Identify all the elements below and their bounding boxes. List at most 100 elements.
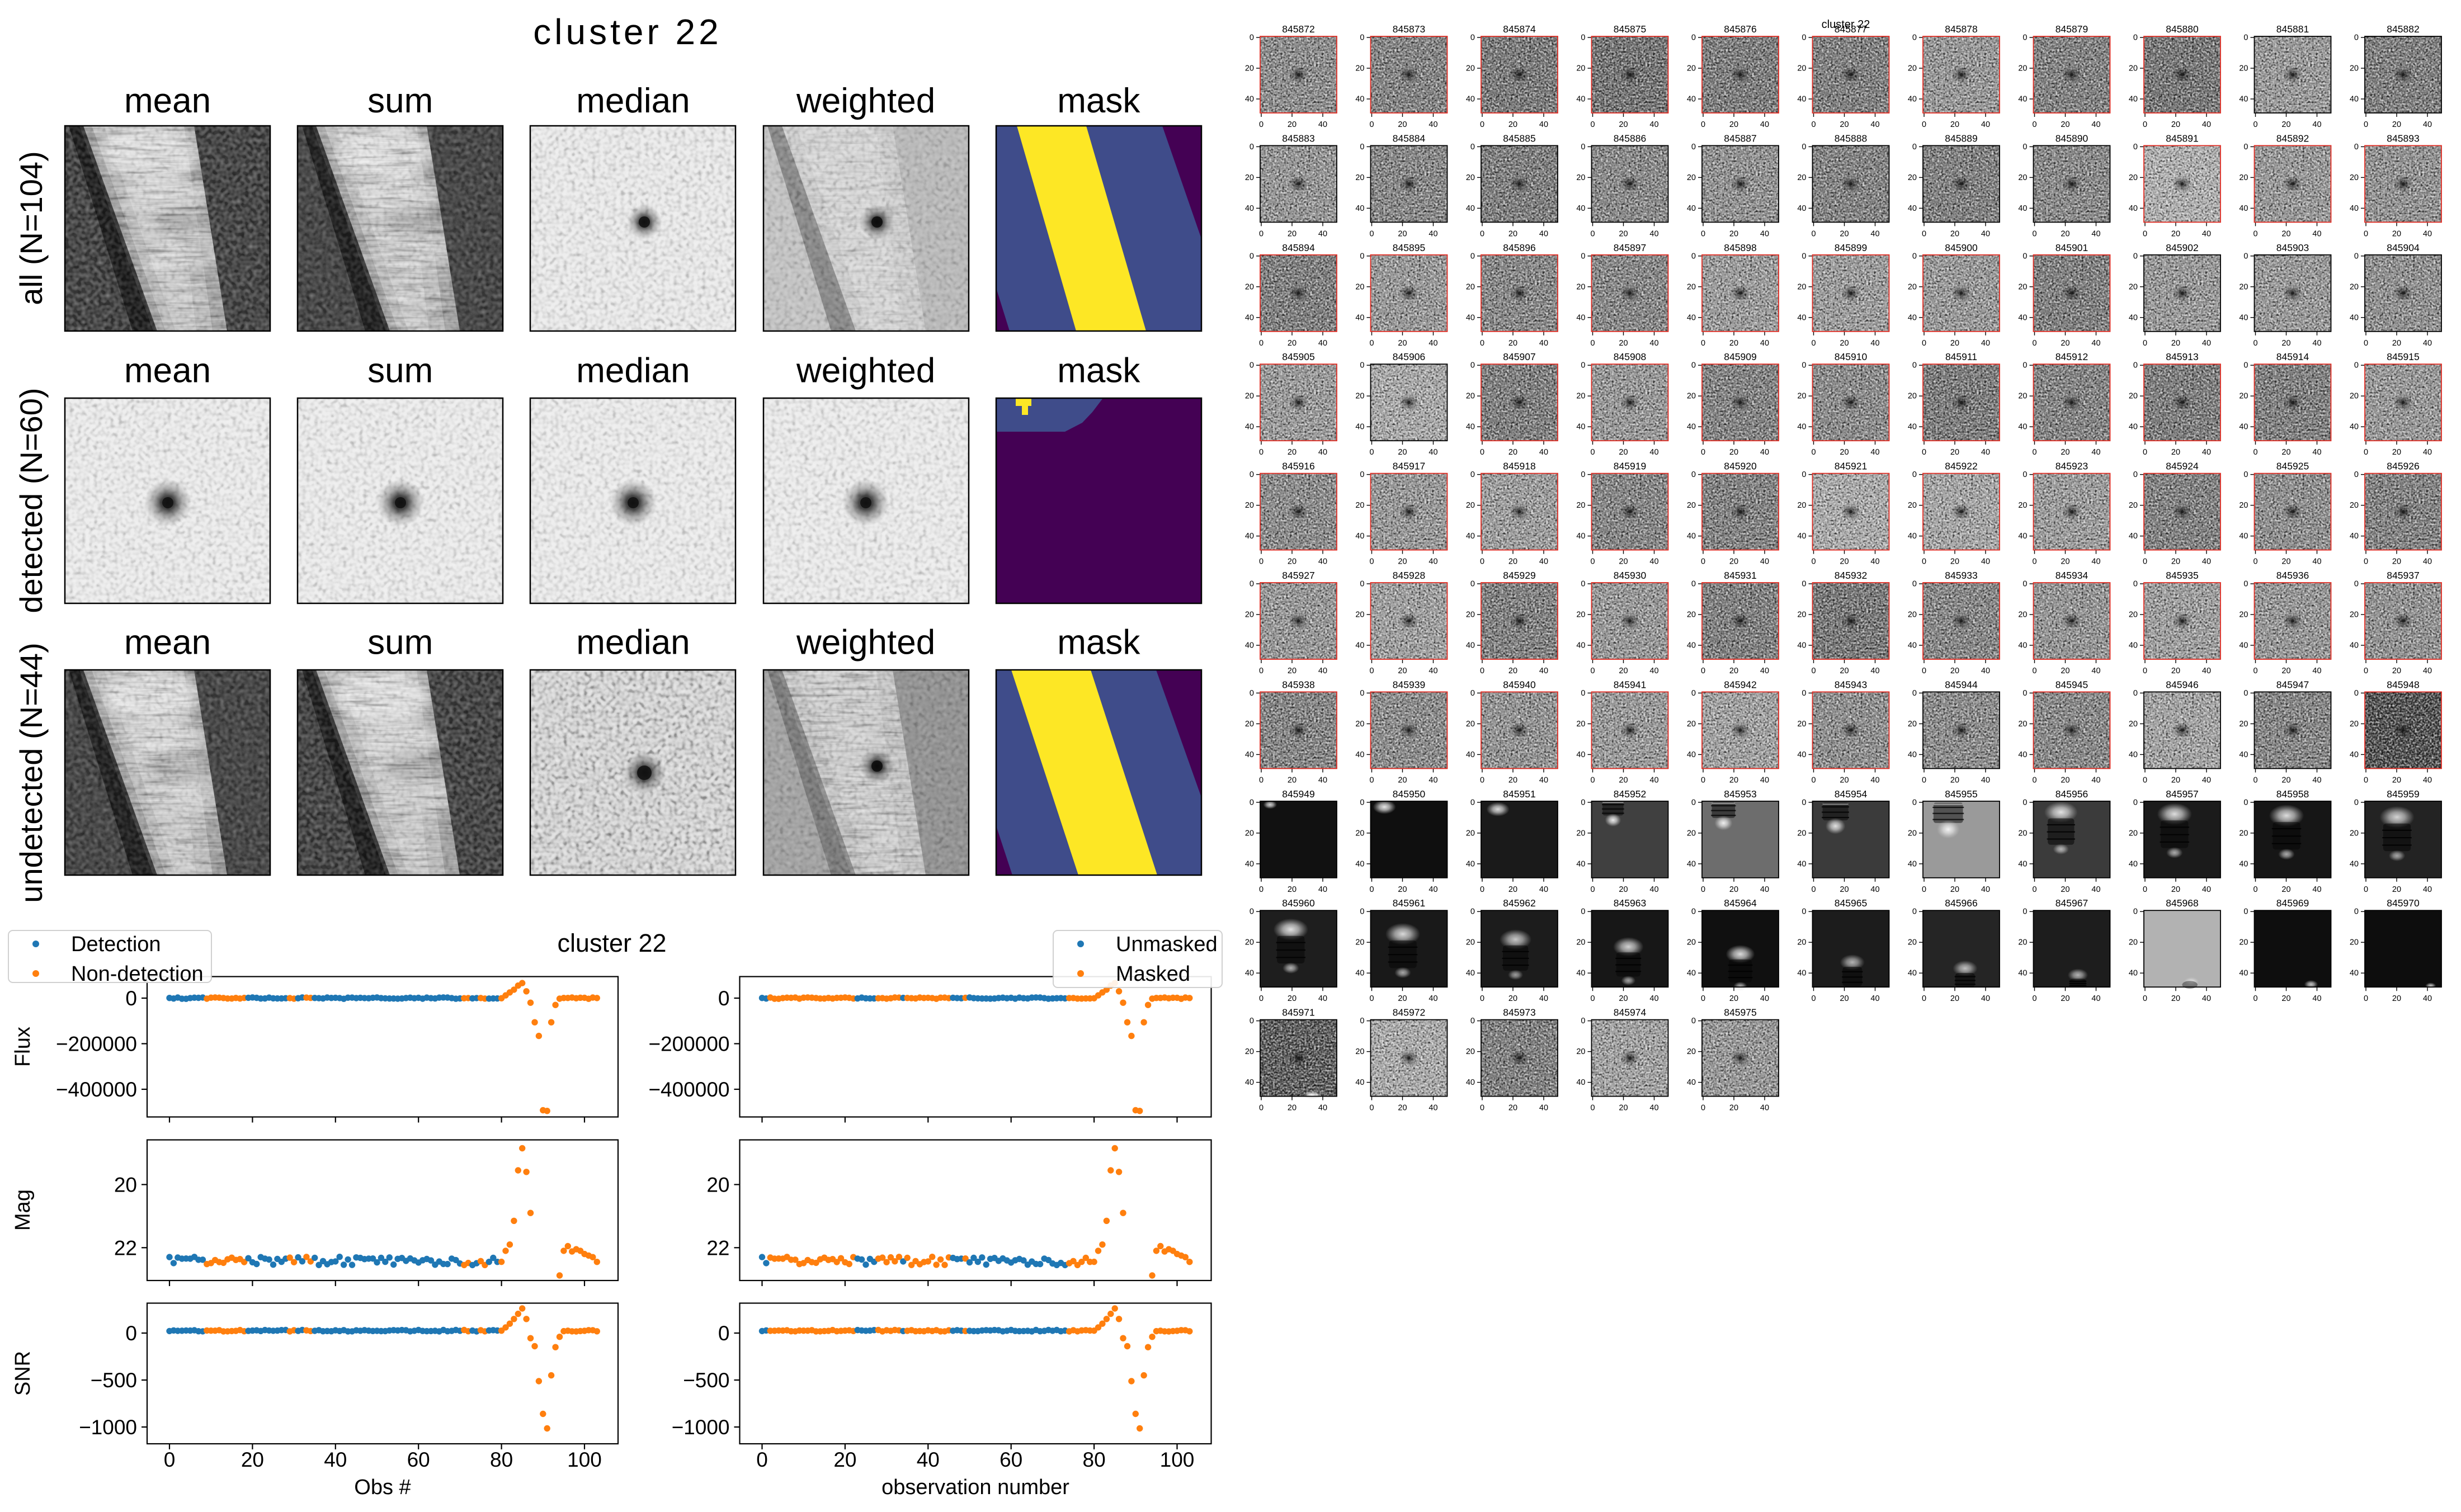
svg-text:845900: 845900 [1945,242,1978,253]
svg-text:845881: 845881 [2276,23,2309,35]
svg-text:845936: 845936 [2276,570,2309,581]
svg-text:845971: 845971 [1282,1007,1314,1018]
svg-text:845959: 845959 [2387,788,2419,800]
svg-text:845894: 845894 [1282,242,1315,253]
svg-text:−500: −500 [91,1369,137,1392]
svg-text:845973: 845973 [1503,1007,1535,1018]
svg-text:0: 0 [718,987,730,1010]
svg-text:60: 60 [407,1448,430,1471]
svg-text:845930: 845930 [1614,570,1647,581]
svg-text:845974: 845974 [1614,1007,1647,1018]
svg-text:845886: 845886 [1614,133,1646,144]
svg-text:845884: 845884 [1393,133,1426,144]
svg-text:median: median [576,623,690,662]
svg-text:845943: 845943 [1835,679,1867,690]
svg-text:0: 0 [718,1322,730,1345]
svg-text:mask: mask [1057,82,1140,120]
svg-text:845947: 845947 [2276,679,2309,690]
svg-text:845921: 845921 [1835,461,1867,472]
svg-text:845969: 845969 [2276,897,2309,909]
svg-text:−1000: −1000 [672,1416,730,1439]
svg-text:sum: sum [367,623,433,662]
svg-text:845885: 845885 [1503,133,1535,144]
svg-text:845964: 845964 [1724,897,1757,909]
svg-text:cluster 22: cluster 22 [533,12,722,52]
svg-text:845882: 845882 [2387,23,2419,35]
svg-text:mask: mask [1057,352,1140,390]
svg-text:median: median [576,352,690,390]
svg-text:845910: 845910 [1835,351,1868,362]
svg-text:SNR: SNR [11,1351,35,1396]
svg-text:mask: mask [1057,623,1140,662]
svg-text:20: 20 [706,1173,729,1196]
svg-text:845940: 845940 [1503,679,1536,690]
svg-text:845872: 845872 [1282,23,1314,35]
svg-text:Mag: Mag [11,1189,35,1231]
svg-text:cluster 22: cluster 22 [1822,18,1870,31]
svg-text:100: 100 [567,1448,602,1471]
svg-text:845962: 845962 [1503,897,1535,909]
svg-text:845874: 845874 [1503,23,1536,35]
svg-text:845955: 845955 [1945,788,1977,800]
svg-text:845914: 845914 [2276,351,2309,362]
svg-text:845956: 845956 [2055,788,2088,800]
svg-text:845917: 845917 [1393,461,1425,472]
svg-text:100: 100 [1160,1448,1195,1471]
svg-text:Detection: Detection [71,933,161,956]
svg-text:22: 22 [706,1236,729,1259]
svg-text:mean: mean [124,82,211,120]
svg-text:845967: 845967 [2055,897,2088,909]
svg-text:0: 0 [125,987,137,1010]
svg-text:845928: 845928 [1393,570,1425,581]
svg-text:845898: 845898 [1724,242,1756,253]
svg-text:845951: 845951 [1503,788,1535,800]
svg-text:845958: 845958 [2276,788,2309,800]
svg-text:845923: 845923 [2055,461,2088,472]
svg-text:845945: 845945 [2055,679,2088,690]
svg-text:845950: 845950 [1393,788,1426,800]
svg-text:845903: 845903 [2276,242,2309,253]
svg-text:Unmasked: Unmasked [1116,933,1218,956]
svg-text:845891: 845891 [2166,133,2198,144]
svg-text:845908: 845908 [1614,351,1646,362]
svg-text:845929: 845929 [1503,570,1535,581]
svg-text:40: 40 [324,1448,347,1471]
svg-text:845907: 845907 [1503,351,1535,362]
svg-text:845905: 845905 [1282,351,1314,362]
svg-text:845957: 845957 [2166,788,2198,800]
svg-text:845875: 845875 [1614,23,1646,35]
svg-text:−200000: −200000 [648,1033,729,1056]
svg-text:40: 40 [917,1448,940,1471]
svg-text:Masked: Masked [1116,962,1190,986]
svg-text:20: 20 [833,1448,856,1471]
svg-text:Obs #: Obs # [354,1476,411,1499]
svg-text:845888: 845888 [1835,133,1867,144]
svg-text:cluster 22: cluster 22 [557,929,666,957]
svg-text:mean: mean [124,352,211,390]
svg-text:845966: 845966 [1945,897,1977,909]
svg-text:0: 0 [164,1448,176,1471]
svg-text:845954: 845954 [1835,788,1868,800]
svg-text:845893: 845893 [2387,133,2419,144]
svg-text:845911: 845911 [1945,351,1977,362]
svg-text:845932: 845932 [1835,570,1867,581]
svg-text:weighted: weighted [796,352,935,390]
svg-text:845968: 845968 [2166,897,2198,909]
svg-text:845939: 845939 [1393,679,1425,690]
svg-text:845942: 845942 [1724,679,1756,690]
svg-text:845915: 845915 [2387,351,2419,362]
svg-text:60: 60 [1000,1448,1022,1471]
svg-text:median: median [576,82,690,120]
svg-text:845897: 845897 [1614,242,1646,253]
svg-text:0: 0 [756,1448,768,1471]
svg-text:845878: 845878 [1945,23,1977,35]
svg-text:20: 20 [114,1173,137,1196]
svg-text:845963: 845963 [1614,897,1646,909]
svg-text:845880: 845880 [2166,23,2199,35]
svg-text:845909: 845909 [1724,351,1756,362]
svg-text:845937: 845937 [2387,570,2419,581]
svg-text:845918: 845918 [1503,461,1535,472]
svg-text:−400000: −400000 [648,1078,729,1101]
svg-text:845946: 845946 [2166,679,2198,690]
svg-text:845927: 845927 [1282,570,1314,581]
